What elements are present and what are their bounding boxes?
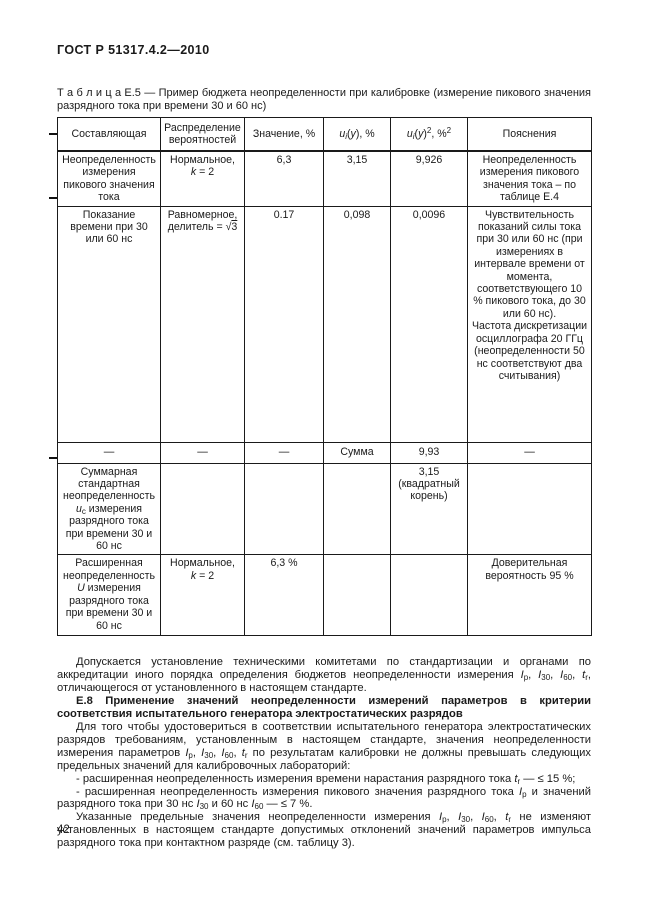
cell-ui-squared [390,554,468,637]
scan-artifact-tick [49,197,57,199]
table-header-row: Составляющая Распределение вероятностей … [57,117,592,152]
scan-artifact-tick [49,457,57,459]
cell-ui [323,462,391,556]
paragraph-requirements: Для того чтобы удостовериться в соответс… [57,721,592,772]
cell-distribution: Равномерное, делитель = √3 [160,205,245,443]
cell-distribution [160,462,245,556]
cell-distribution: — [160,441,245,464]
table-row: Неопределенность измерения пикового знач… [57,150,592,207]
column-header-distribution: Распределение вероятностей [160,117,245,152]
table-row: Суммарная стандартная неопределенность u… [57,462,592,556]
cell-notes: Чувствительность показаний силы тока при… [467,205,592,443]
cell-component: — [57,441,161,464]
cell-ui: 0,098 [323,205,391,443]
cell-ui-squared: 9,93 [390,441,468,464]
cell-value [244,462,324,556]
cell-value: — [244,441,324,464]
cell-notes: Неопределенность измерения пикового знач… [467,150,592,207]
paragraph-limits: Указанные предельные значения неопределе… [57,811,592,850]
list-item-peak-current: - расширенная неопределенность измерения… [57,785,591,812]
standard-designation: ГОСТ Р 51317.4.2—2010 [57,43,210,57]
column-header-notes: Пояснения [467,117,592,152]
paragraph-allowance: Допускается установление техническими ко… [57,656,591,695]
cell-value: 6,3 % [244,554,324,637]
cell-ui [323,554,391,637]
column-header-component: Составляющая [57,117,161,152]
list-item-rise-time: - расширенная неопределенность измерения… [76,772,576,786]
column-header-ui: ui(y), % [323,117,391,152]
cell-ui-squared: 3,15 (квадратный корень) [390,462,468,556]
cell-component: Расширенная неопределенность U измерения… [57,554,161,637]
cell-component: Показание времени при 30 или 60 нс [57,205,161,443]
table-row: Показание времени при 30 или 60 нс Равно… [57,205,592,443]
body-text: Допускается установление техническими ко… [57,656,591,850]
uncertainty-budget-table: Составляющая Распределение вероятностей … [57,117,592,637]
cell-value: 6,3 [244,150,324,207]
cell-value: 0.17 [244,205,324,443]
cell-distribution: Нормальное, k = 2 [160,150,245,207]
cell-ui: 3,15 [323,150,391,207]
cell-ui-squared: 9,926 [390,150,468,207]
table-row: Расширенная неопределенность U измерения… [57,554,592,637]
column-header-ui-squared: ui(y)2, %2 [390,117,468,152]
cell-notes: — [467,441,592,464]
column-header-value: Значение, % [244,117,324,152]
cell-notes: Доверительная вероятность 95 % [467,554,592,637]
cell-ui-squared: 0,0096 [390,205,468,443]
page-number: 42 [57,824,70,836]
scan-artifact-tick [49,133,57,135]
cell-component: Неопределенность измерения пикового знач… [57,150,161,207]
cell-ui: Сумма [323,441,391,464]
cell-distribution: Нормальное, k = 2 [160,554,245,637]
table-row: — — — Сумма 9,93 — [57,441,592,464]
cell-component: Суммарная стандартная неопределенность u… [57,462,161,556]
section-heading-e8: Е.8 Применение значений неопределенности… [57,695,591,721]
cell-notes [467,462,592,556]
table-caption: Т а б л и ц а Е.5 — Пример бюджета неопр… [57,87,591,112]
